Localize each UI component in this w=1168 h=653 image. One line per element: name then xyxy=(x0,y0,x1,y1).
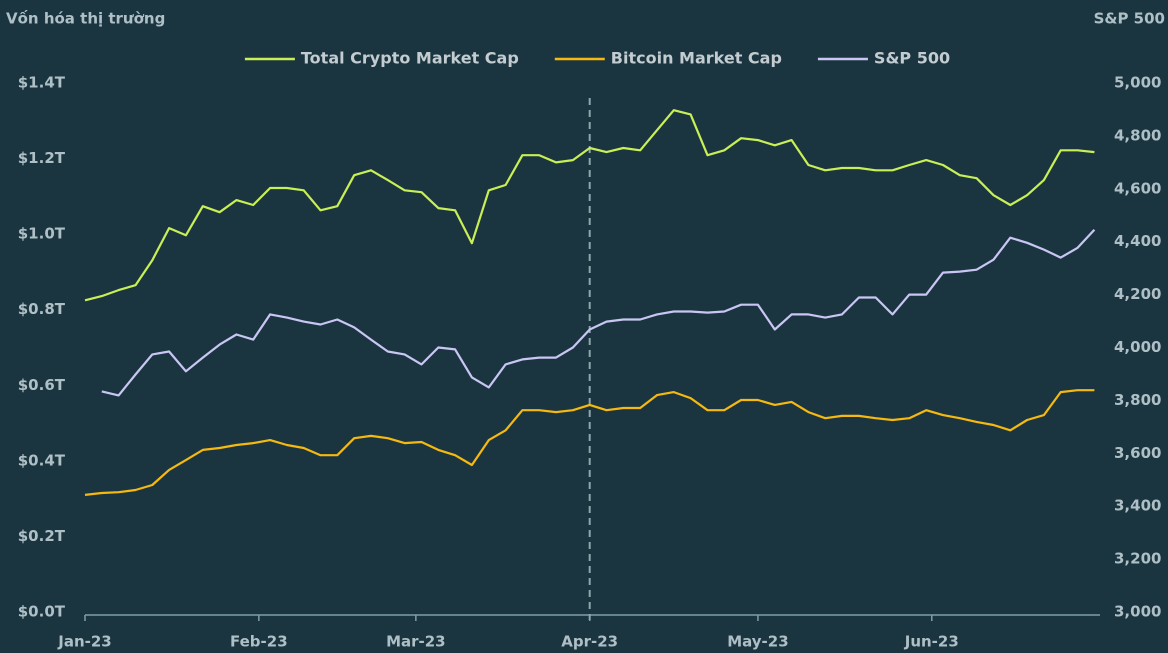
y2-tick-label: 4,400 xyxy=(1114,232,1161,250)
y2-tick-label: 3,800 xyxy=(1114,391,1161,409)
y2-tick-label: 3,000 xyxy=(1114,603,1161,621)
x-tick-label: Jun-23 xyxy=(904,633,959,651)
series-line xyxy=(101,229,1096,397)
x-tick-label: Feb-23 xyxy=(230,633,288,651)
series-line xyxy=(84,109,1095,302)
legend-label: Bitcoin Market Cap xyxy=(611,49,782,68)
y2-tick-label: 4,800 xyxy=(1114,126,1161,144)
y2-axis-title: S&P 500 xyxy=(1094,10,1165,28)
y2-tick-label: 4,200 xyxy=(1114,285,1161,303)
x-tick-label: Mar-23 xyxy=(386,633,446,651)
y-tick-label: $1.2T xyxy=(18,149,66,167)
y2-tick-label: 3,600 xyxy=(1114,444,1161,462)
x-tick-label: May-23 xyxy=(727,633,788,651)
chart-title: Vốn hóa thị trường xyxy=(6,9,165,28)
y-tick-label: $1.4T xyxy=(18,74,66,92)
y-tick-label: $0.2T xyxy=(18,527,66,545)
y2-tick-label: 4,600 xyxy=(1114,179,1161,197)
y-tick-label: $0.4T xyxy=(18,451,66,469)
legend-label: Total Crypto Market Cap xyxy=(301,49,519,68)
x-tick-label: Apr-23 xyxy=(561,633,618,651)
y-tick-label: $1.0T xyxy=(18,225,66,243)
y2-tick-label: 3,200 xyxy=(1114,550,1161,568)
series-line xyxy=(84,389,1095,496)
y-tick-label: $0.6T xyxy=(18,376,66,394)
legend-label: S&P 500 xyxy=(874,49,950,68)
y2-tick-label: 4,000 xyxy=(1114,338,1161,356)
y-tick-label: $0.8T xyxy=(18,300,66,318)
y2-tick-label: 5,000 xyxy=(1114,74,1161,92)
x-tick-label: Jan-23 xyxy=(57,633,111,651)
y2-tick-label: 3,400 xyxy=(1114,497,1161,515)
y-tick-label: $0.0T xyxy=(18,603,66,621)
